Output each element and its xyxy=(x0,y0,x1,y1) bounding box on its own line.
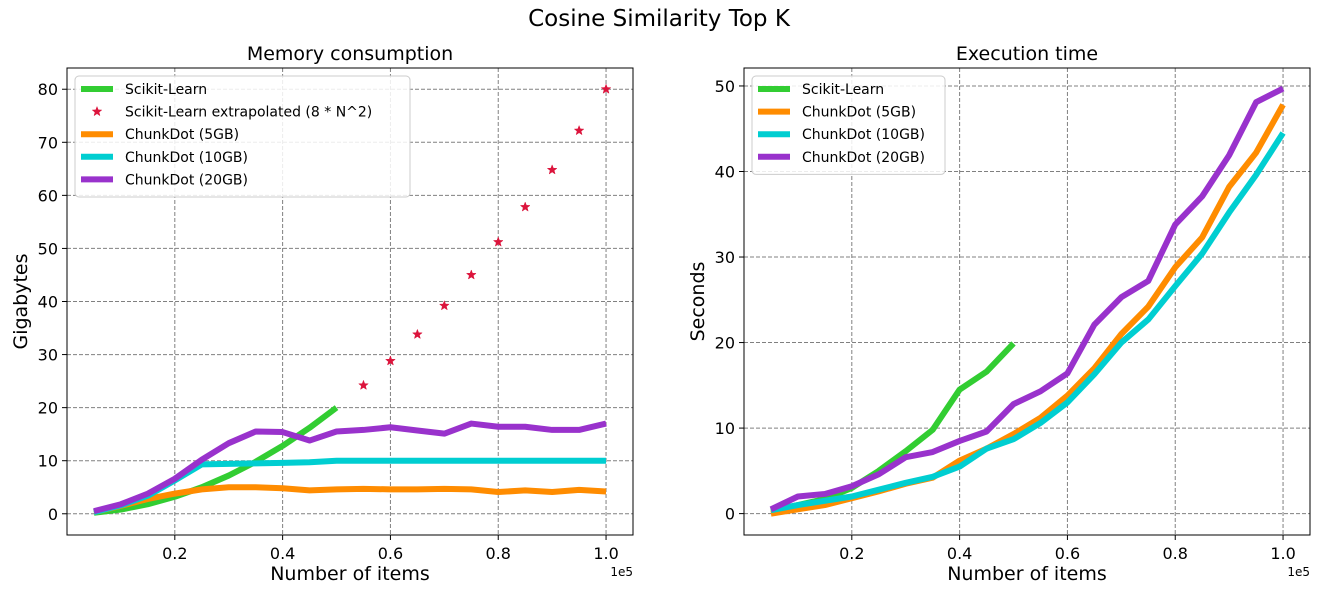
time-legend-box xyxy=(751,75,946,175)
time-ytick-label: 50 xyxy=(715,77,735,96)
time-xtick-label: 0.6 xyxy=(1055,544,1080,563)
time-legend-label-chunkdot-10gb: ChunkDot (10GB) xyxy=(802,127,925,143)
memory-xtick-label: 0.6 xyxy=(378,544,403,563)
memory-consumption-chart: 0.2 0.4 0.6 0.8 1.0 0 10 20 30 40 50 60 70 80 1e5 Memor… xyxy=(10,43,634,585)
memory-legend-label-scikit-learn: Scikit-Learn xyxy=(125,82,207,98)
time-legend-label-scikit-learn: Scikit-Learn xyxy=(802,82,884,98)
memory-point-scikit-learn-extrapolated-8-n-2 xyxy=(573,124,585,136)
memory-ytick-label: 20 xyxy=(38,399,58,418)
memory-x-axis-label: Number of items xyxy=(270,563,430,585)
memory-legend-marker-scikit-learn-extrapolated-8-n-2 xyxy=(91,105,103,117)
time-x-offset-text: 1e5 xyxy=(1287,565,1310,579)
memory-legend-box xyxy=(74,75,411,198)
time-xtick-label: 0.2 xyxy=(839,544,864,563)
memory-point-scikit-learn-extrapolated-8-n-2 xyxy=(438,300,450,311)
memory-line-chunkdot-20gb xyxy=(93,420,607,515)
time-y-axis-label: Seconds xyxy=(687,262,709,342)
memory-y-axis-label: Gigabytes xyxy=(10,253,32,349)
time-ytick-label: 30 xyxy=(715,248,735,267)
time-chart-title: Execution time xyxy=(956,43,1098,65)
memory-x-offset-text: 1e5 xyxy=(610,565,633,579)
memory-xtick-label: 1.0 xyxy=(593,544,618,563)
memory-legend-label-scikit-learn-extrapolated-8-n-2: Scikit-Learn extrapolated (8 * N^2) xyxy=(125,105,372,121)
memory-legend: Scikit-Learn Scikit-Learn extrapolated (8… xyxy=(74,75,411,198)
memory-series-group xyxy=(93,83,612,516)
time-line-chunkdot-20gb xyxy=(769,85,1285,513)
time-ytick-label: 0 xyxy=(725,505,735,524)
memory-ytick-label: 10 xyxy=(38,452,58,471)
memory-xtick-label: 0.4 xyxy=(270,544,295,563)
execution-time-chart: 0.2 0.4 0.6 0.8 1.0 0 10 20 30 40 50 1e5 Execution t… xyxy=(687,43,1311,585)
figure-title: Cosine Similarity Top K xyxy=(528,6,790,32)
time-ytick-label: 20 xyxy=(715,334,735,353)
memory-point-scikit-learn-extrapolated-8-n-2 xyxy=(600,83,612,94)
memory-point-scikit-learn-extrapolated-8-n-2 xyxy=(411,328,423,340)
time-series-group xyxy=(769,85,1286,517)
memory-legend-label-chunkdot-20gb: ChunkDot (20GB) xyxy=(125,172,248,188)
memory-point-scikit-learn-extrapolated-8-n-2 xyxy=(465,269,477,280)
memory-xtick-label: 0.2 xyxy=(162,544,187,563)
time-line-chunkdot-10gb xyxy=(770,131,1286,514)
memory-ytick-label: 50 xyxy=(38,239,58,258)
memory-ytick-label: 30 xyxy=(38,346,58,365)
memory-line-chunkdot-5gb xyxy=(93,484,607,516)
memory-ytick-label: 70 xyxy=(38,133,58,152)
memory-ytick-label: 80 xyxy=(38,80,58,99)
time-xtick-label: 1.0 xyxy=(1270,544,1295,563)
memory-point-scikit-learn-extrapolated-8-n-2 xyxy=(492,236,504,247)
time-legend: Scikit-Learn ChunkDot (5GB) ChunkDot (10GB… xyxy=(751,75,946,175)
memory-point-scikit-learn-extrapolated-8-n-2 xyxy=(519,201,531,212)
memory-chart-title: Memory consumption xyxy=(247,43,453,65)
memory-legend-label-chunkdot-10gb: ChunkDot (10GB) xyxy=(125,150,248,166)
time-ytick-label: 40 xyxy=(715,162,735,181)
memory-point-scikit-learn-extrapolated-8-n-2 xyxy=(384,355,396,366)
time-legend-label-chunkdot-5gb: ChunkDot (5GB) xyxy=(802,105,916,121)
time-xtick-label: 0.4 xyxy=(947,544,972,563)
memory-legend-label-chunkdot-5gb: ChunkDot (5GB) xyxy=(125,127,239,143)
time-axes-frame xyxy=(743,67,1311,536)
memory-point-scikit-learn-extrapolated-8-n-2 xyxy=(546,164,558,175)
time-xtick-label: 0.8 xyxy=(1163,544,1188,563)
memory-xtick-label: 0.8 xyxy=(486,544,511,563)
memory-point-scikit-learn-extrapolated-8-n-2 xyxy=(358,379,369,390)
memory-ytick-label: 60 xyxy=(38,186,58,205)
time-ytick-label: 10 xyxy=(715,419,735,438)
memory-ytick-label: 0 xyxy=(48,505,58,524)
time-x-axis-label: Number of items xyxy=(947,563,1107,585)
memory-ytick-label: 40 xyxy=(38,293,58,312)
time-legend-label-chunkdot-20gb: ChunkDot (20GB) xyxy=(802,150,925,166)
